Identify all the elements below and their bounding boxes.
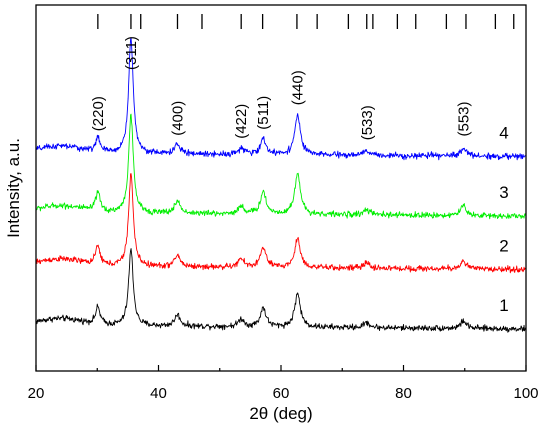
series-line-3 (35, 113, 527, 220)
peak-label: (511) (255, 96, 272, 130)
peak-label: (422) (233, 104, 250, 139)
reference-lines (97, 14, 515, 29)
curve-labels: 1 2 3 4 (499, 124, 508, 315)
x-tick-label: 80 (395, 385, 412, 402)
peak-label: (533) (359, 105, 376, 140)
peak-label: (220) (90, 96, 107, 131)
series-line-4 (35, 37, 527, 161)
series-layer (35, 37, 527, 333)
peak-labels: (220) (311) (400) (422) (511) (440) (533) (553) (90, 36, 473, 140)
peak-label: (311) (123, 36, 140, 70)
x-axis-ticks: 20 40 60 80 100 (28, 365, 539, 402)
series-label-1: 1 (499, 296, 508, 315)
peak-label: (400) (170, 101, 187, 136)
x-tick-label: 60 (273, 385, 290, 402)
peak-label: (553) (456, 101, 473, 136)
peak-label: (440) (290, 70, 307, 105)
x-axis-label: 2θ (deg) (249, 404, 312, 423)
series-line-2 (35, 173, 527, 274)
series-line-1 (35, 248, 527, 333)
y-axis-label: Intensity, a.u. (4, 138, 23, 238)
plot-frame (35, 4, 527, 372)
series-label-4: 4 (499, 124, 508, 143)
x-tick-label: 20 (28, 385, 45, 402)
series-label-3: 3 (499, 183, 508, 202)
series-label-2: 2 (499, 237, 508, 256)
x-tick-label: 100 (513, 385, 538, 402)
x-tick-label: 40 (150, 385, 167, 402)
